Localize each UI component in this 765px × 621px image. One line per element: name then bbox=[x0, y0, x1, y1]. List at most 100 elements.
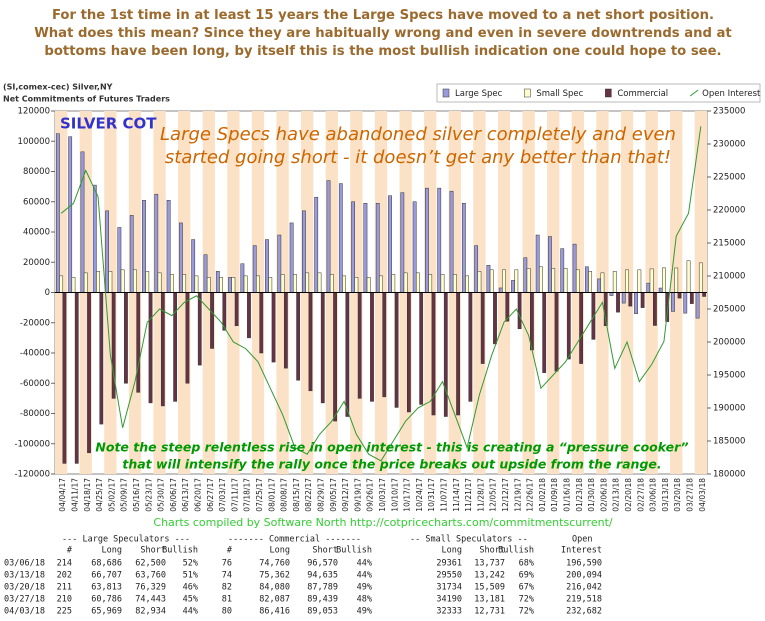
bar bbox=[477, 271, 482, 293]
bar bbox=[338, 183, 343, 293]
x-tick-label: 02/27/18 bbox=[636, 478, 645, 512]
bar bbox=[575, 269, 580, 293]
bar bbox=[185, 292, 190, 384]
bar bbox=[542, 292, 547, 373]
line bbox=[60, 126, 702, 462]
bar bbox=[247, 292, 251, 339]
table-cell: 200,094 bbox=[566, 571, 602, 581]
table-cell: 68% bbox=[519, 559, 534, 569]
bar bbox=[71, 277, 76, 293]
bar bbox=[579, 292, 584, 364]
bar bbox=[124, 292, 128, 384]
bar bbox=[686, 260, 691, 293]
x-tick-label: 02/20/18 bbox=[624, 478, 633, 512]
x-tick-label: 12/05/17 bbox=[489, 478, 498, 512]
bar bbox=[400, 192, 405, 293]
x-tick-label: 04/18/17 bbox=[83, 478, 92, 512]
bar bbox=[597, 278, 602, 293]
x-tick-label: 01/16/18 bbox=[563, 478, 572, 512]
x-tick-label: 04/04/17 bbox=[58, 478, 67, 512]
bar bbox=[634, 292, 638, 314]
bar bbox=[514, 269, 519, 293]
x-tick-label: 01/02/18 bbox=[538, 478, 547, 512]
x-tick-label: 08/08/17 bbox=[280, 478, 289, 512]
bar bbox=[671, 292, 675, 312]
table-cell: 80 bbox=[222, 607, 232, 617]
bar bbox=[169, 274, 174, 293]
table-header: Bullish bbox=[498, 546, 534, 556]
x-tick-label: 03/20/18 bbox=[673, 478, 682, 512]
bar bbox=[437, 187, 442, 293]
bar bbox=[240, 263, 245, 293]
table-cell: 44% bbox=[183, 607, 198, 617]
bar bbox=[523, 257, 528, 293]
bar bbox=[674, 267, 679, 293]
bar bbox=[117, 227, 122, 293]
table-cell: 13,737 bbox=[474, 559, 505, 569]
bar bbox=[677, 292, 682, 299]
bar bbox=[271, 292, 276, 363]
bar bbox=[59, 275, 64, 293]
chart-source: (SI,comex-cec) Silver,NY bbox=[3, 83, 113, 92]
y-tick-label: 100000 bbox=[18, 137, 50, 147]
table-cell: 202 bbox=[57, 571, 72, 581]
table-cell: 74 bbox=[222, 571, 232, 581]
bar bbox=[148, 292, 153, 404]
bar bbox=[154, 193, 159, 293]
bar bbox=[333, 292, 337, 422]
x-tick-label: 10/17/17 bbox=[403, 478, 412, 512]
bar bbox=[55, 133, 60, 293]
x-tick-label: 09/19/17 bbox=[353, 478, 362, 512]
x-tick-label: 09/05/17 bbox=[329, 478, 338, 512]
bar bbox=[96, 271, 100, 293]
table-cell: 63,760 bbox=[135, 571, 166, 581]
bar bbox=[530, 292, 534, 351]
bar bbox=[173, 292, 178, 402]
bar bbox=[498, 287, 503, 293]
bar bbox=[511, 280, 515, 293]
bar bbox=[480, 292, 485, 364]
table-cell: 89,053 bbox=[307, 607, 338, 617]
bar bbox=[268, 277, 273, 293]
bar bbox=[689, 292, 694, 304]
x-tick-label: 02/13/18 bbox=[612, 478, 621, 512]
table-header: # bbox=[227, 546, 233, 556]
legend-icon bbox=[605, 88, 612, 98]
bar bbox=[489, 269, 494, 293]
table-cell: 72% bbox=[519, 607, 534, 617]
bar bbox=[517, 292, 522, 330]
table-cell: 76 bbox=[222, 559, 232, 569]
table-cell: 03/06/18 bbox=[4, 559, 45, 569]
table-cell: 81 bbox=[222, 595, 232, 605]
table-cell: 74,760 bbox=[259, 559, 290, 569]
bar bbox=[256, 275, 260, 293]
x-tick-label: 11/28/17 bbox=[476, 478, 485, 512]
bar bbox=[283, 292, 288, 369]
legend-icon bbox=[689, 89, 699, 97]
table-header: # bbox=[67, 546, 73, 556]
table-header: Bullish bbox=[162, 546, 198, 556]
bar bbox=[357, 292, 362, 399]
table-header: Bullish bbox=[336, 546, 372, 556]
table-cell: 13,242 bbox=[474, 571, 505, 581]
annotation: Note the steep relentless rise in open i… bbox=[95, 440, 688, 455]
bar bbox=[99, 292, 104, 425]
table-cell: 49% bbox=[357, 583, 372, 593]
x-tick-label: 06/13/17 bbox=[181, 478, 190, 512]
bar bbox=[566, 292, 571, 360]
table-cell: 48% bbox=[357, 595, 372, 605]
bar bbox=[584, 266, 589, 293]
table-group: ------- Commercial ------- bbox=[228, 535, 361, 545]
table-cell: 44% bbox=[357, 559, 372, 569]
bar bbox=[351, 201, 356, 293]
x-tick-label: 10/31/17 bbox=[427, 478, 436, 512]
table-cell: 04/03/18 bbox=[4, 607, 45, 617]
table-cell: 69% bbox=[519, 571, 534, 581]
bar bbox=[314, 196, 319, 293]
table-cell: 13,181 bbox=[474, 595, 505, 605]
table-cell: 76,329 bbox=[135, 583, 166, 593]
bar bbox=[243, 275, 248, 293]
x-tick-label: 11/07/17 bbox=[440, 478, 449, 512]
y-tick-label: -100000 bbox=[14, 439, 50, 449]
